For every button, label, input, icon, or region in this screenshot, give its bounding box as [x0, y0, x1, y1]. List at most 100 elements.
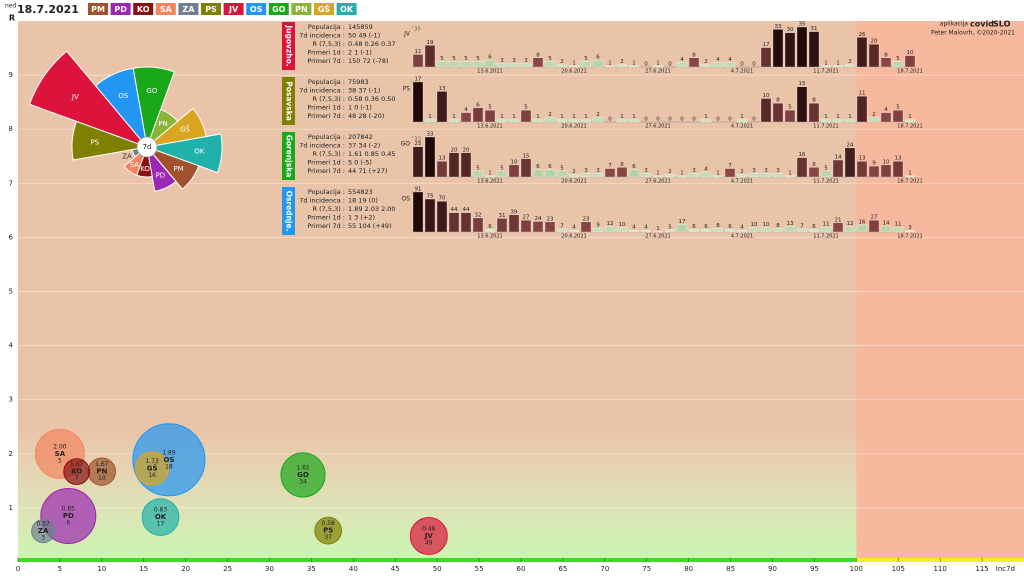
bar-value-label: 1: [572, 60, 576, 66]
panel-bar: [508, 63, 520, 68]
panel-bar: [532, 119, 544, 123]
bar-value-label: 3: [752, 168, 756, 174]
y-tick-label: 3: [9, 396, 13, 404]
bar-value-label: 8: [776, 223, 780, 229]
bar-value-label: 14: [835, 155, 842, 161]
bubble-r-label: 0.85: [62, 506, 76, 513]
bar-value-label: 0: [644, 62, 648, 68]
region-title: Posavska: [285, 81, 294, 121]
bar-value-label: 39: [511, 209, 518, 215]
stat-label: Primeri 1d :: [307, 49, 345, 57]
bubble-x-label: 49: [425, 540, 433, 547]
panel-date-label: 11.7.2021: [813, 234, 838, 240]
panel-bar: [412, 146, 424, 178]
region-tag: [133, 3, 154, 15]
bar-value-label: 4: [704, 167, 708, 173]
rose-label: GŠ: [180, 124, 190, 133]
panel-bar: [532, 169, 544, 178]
rose-label: GO: [146, 87, 157, 95]
bar-value-label: 6: [704, 224, 708, 230]
panel-bar: [520, 219, 532, 233]
stat-label: 7d incidenca :: [299, 32, 345, 40]
bar-value-label: 2: [872, 112, 876, 118]
bar-value-label: 8: [620, 162, 624, 168]
bar-value-label: 17: [679, 219, 686, 225]
bar-value-label: 1: [656, 60, 660, 66]
region-tab: [282, 22, 295, 70]
stat-value: 48 28 (-20): [348, 112, 384, 120]
bar-value-label: 4: [464, 107, 468, 113]
panel-bar: [808, 103, 820, 123]
stat-value: 18 19 (0): [348, 197, 378, 205]
panel-bar: [424, 136, 436, 178]
panel-bar: [604, 226, 616, 233]
rose-sector: [145, 145, 200, 190]
bubble-name: GO: [297, 471, 309, 479]
panel-bar: [664, 229, 676, 233]
bubble-x-label: 37: [324, 534, 332, 541]
panel-bar: [892, 161, 904, 178]
bar-value-label: 4: [680, 57, 684, 63]
bar-value-label: 6: [488, 224, 492, 230]
bubble-r-label: 1.67: [95, 461, 109, 468]
panel-bar: [508, 164, 520, 178]
region-tab: [282, 132, 295, 180]
bar-value-label: 1: [824, 60, 828, 66]
panel-bar: [688, 229, 700, 233]
bar-value-label: 33: [775, 24, 782, 30]
stat-label: R (7,5,3) :: [313, 205, 345, 213]
panel-bar: [832, 119, 844, 123]
bar-value-label: 7: [728, 163, 732, 169]
panel-bar: [712, 175, 724, 178]
stat-label: Primeri 7d :: [307, 57, 345, 65]
panel-series-label: PS: [403, 86, 411, 93]
bar-value-label: 0: [728, 117, 732, 123]
x-tick-label: 90: [768, 565, 777, 573]
panel-bar: [808, 31, 820, 68]
panel-bar: [628, 119, 640, 123]
bar-value-label: 3: [512, 58, 516, 64]
bar-value-label: 5: [788, 105, 792, 111]
bar-value-label: 10: [763, 222, 770, 228]
bar-value-label: 0: [716, 117, 720, 123]
bar-value-label: 7: [560, 223, 564, 229]
stat-value: 145859: [348, 23, 373, 31]
bar-value-label: 3: [644, 168, 648, 174]
stat-value: 0.48 0.26 0.37: [348, 40, 396, 48]
panel-bar: [856, 224, 868, 233]
rose-sector: [94, 67, 148, 149]
bar-value-label: 10: [907, 50, 914, 56]
y-tick-label: 5: [9, 288, 13, 296]
region-tag-label: PD: [114, 5, 127, 14]
bar-value-label: 10: [763, 93, 770, 99]
bar-value-label: 44: [451, 207, 458, 213]
stat-label: Primeri 1d :: [307, 104, 345, 112]
panel-bar: [748, 227, 760, 233]
bubble-name: GŠ: [147, 463, 158, 472]
panel-series-label: OS: [401, 196, 410, 203]
panel-bar: [844, 64, 856, 68]
panel-bar: [580, 173, 592, 178]
bubble-x-label: 5: [58, 457, 62, 464]
panel-date-label: 4.7.2021: [731, 69, 753, 75]
x-tick-label: 80: [684, 565, 693, 573]
bar-value-label: 1: [908, 170, 912, 176]
y-tick-label: 2: [9, 450, 13, 458]
bar-value-label: 0: [668, 117, 672, 123]
panel-bar: [712, 62, 724, 68]
panel-date-label: 4.7.2021: [731, 234, 753, 240]
bar-value-label: 4: [728, 57, 732, 63]
panel-bar: [496, 63, 508, 68]
bar-value-label: 2: [848, 59, 852, 65]
panel-bar: [700, 229, 712, 233]
bar-value-label: 8: [716, 223, 720, 229]
bar-value-label: 0: [752, 62, 756, 68]
stat-value: 75983: [348, 78, 369, 86]
region-tag-label: PN: [295, 5, 308, 14]
bar-value-label: 1: [512, 114, 516, 120]
bar-value-label: 6: [596, 55, 600, 61]
bubble-x-label: 18: [165, 463, 173, 470]
panel-bar: [568, 65, 580, 68]
panel-date-label: 18.7.2021: [897, 69, 922, 75]
x-tick-label: 0: [16, 565, 20, 573]
